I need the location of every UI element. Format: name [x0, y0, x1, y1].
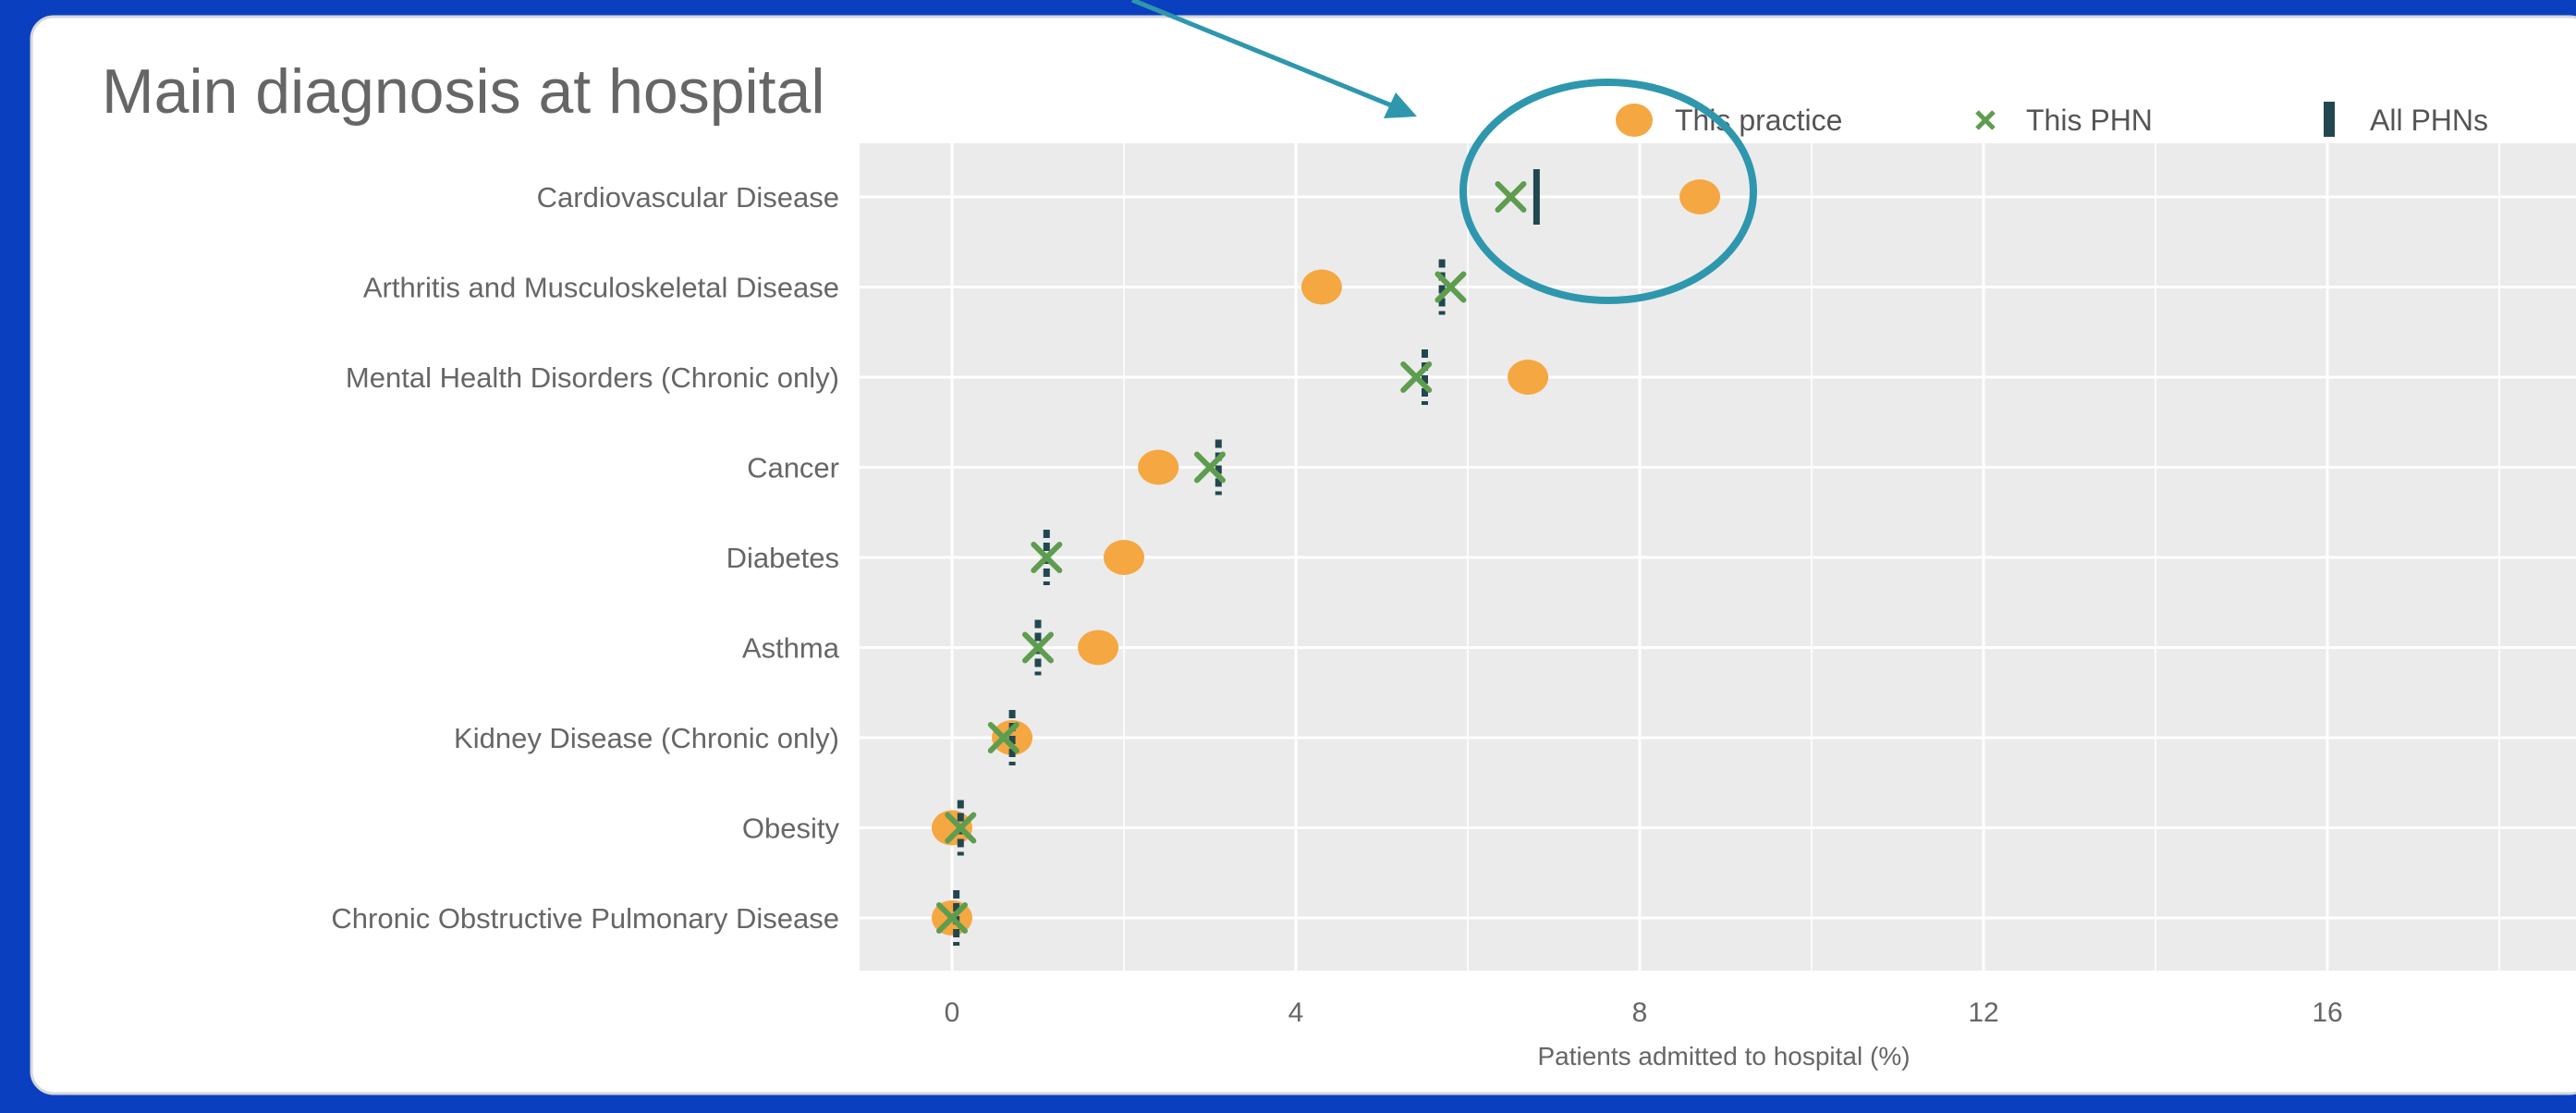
category-label: Arthritis and Musculoskeletal Disease: [363, 272, 839, 304]
practice-dot: [1138, 449, 1179, 485]
category-label: Mental Health Disorders (Chronic only): [346, 361, 839, 394]
phn-cross: [1194, 451, 1226, 483]
category-label: Cardiovascular Disease: [537, 181, 839, 214]
category-label: Kidney Disease (Chronic only): [454, 722, 839, 754]
phn-cross: [1400, 361, 1433, 393]
annotation-arrow-head: [1384, 92, 1417, 118]
category-label: Chronic Obstructive Pulmonary Disease: [331, 902, 839, 935]
phn-cross-stroke: [1400, 361, 1433, 393]
practice-dot: [1104, 540, 1144, 575]
practice-dot: [1508, 360, 1549, 395]
phn-cross-stroke: [945, 812, 977, 844]
chart-title: Main diagnosis at hospital: [102, 56, 824, 127]
phn-cross-stroke: [1022, 631, 1054, 664]
phn-cross-stroke: [987, 722, 1019, 753]
phn-cross-stroke: [1194, 451, 1226, 483]
phn-cross-stroke: [1495, 181, 1527, 213]
practice-dot: [1300, 269, 1342, 305]
practice-dot: [1679, 179, 1721, 214]
legend-all-phns-bar: [2324, 102, 2335, 137]
category-label: Diabetes: [726, 542, 839, 574]
x-tick-label: 4: [1288, 997, 1304, 1028]
phn-cross: [987, 722, 1019, 753]
phn-cross-stroke: [936, 902, 968, 934]
phn-cross-stroke: [1435, 271, 1467, 303]
phn-cross: [1031, 542, 1063, 573]
legend-label: All PHNs: [2370, 104, 2488, 137]
phn-cross: [1435, 271, 1467, 303]
x-tick-label: 12: [1968, 997, 1998, 1028]
annotation-highlight-circle: [1459, 79, 1757, 304]
x-tick-label: 8: [1632, 997, 1648, 1028]
phn-cross: [1022, 631, 1054, 664]
legend-label: This PHN: [2026, 104, 2153, 137]
phn-cross-stroke: [1031, 542, 1063, 573]
legend-practice-dot: [1616, 104, 1653, 137]
category-label: Cancer: [747, 452, 839, 484]
x-tick-label: 16: [2312, 997, 2342, 1028]
practice-dot: [1078, 630, 1119, 666]
phn-cross: [1495, 181, 1527, 213]
x-axis-label: Patients admitted to hospital (%): [1537, 1042, 1910, 1070]
legend-phn-cross: [1975, 110, 1996, 130]
legend-cross-stroke: [1975, 110, 1996, 130]
phn-cross: [936, 902, 968, 934]
category-label: Asthma: [742, 632, 840, 665]
annotation-arrow-line: [1131, 0, 1406, 114]
phn-cross: [945, 812, 977, 844]
x-tick-label: 0: [945, 997, 960, 1028]
category-label: Obesity: [742, 813, 840, 845]
